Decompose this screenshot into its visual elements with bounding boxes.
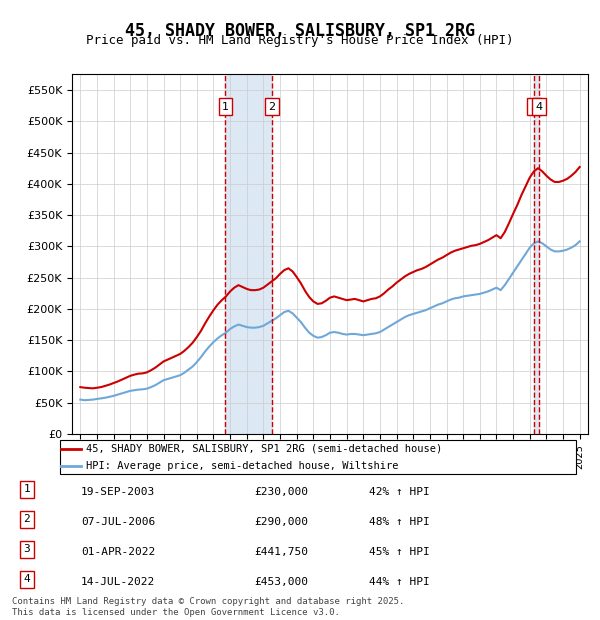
Bar — [534, 74, 539, 434]
Text: 01-APR-2022: 01-APR-2022 — [81, 547, 155, 557]
Text: 1: 1 — [222, 102, 229, 112]
Text: 1: 1 — [23, 484, 30, 494]
Text: 07-JUL-2006: 07-JUL-2006 — [81, 517, 155, 527]
Text: 45, SHADY BOWER, SALISBURY, SP1 2RG: 45, SHADY BOWER, SALISBURY, SP1 2RG — [125, 22, 475, 40]
Text: £290,000: £290,000 — [254, 517, 308, 527]
Text: 19-SEP-2003: 19-SEP-2003 — [81, 487, 155, 497]
Text: 45% ↑ HPI: 45% ↑ HPI — [369, 547, 430, 557]
Text: 4: 4 — [535, 102, 542, 112]
Text: Price paid vs. HM Land Registry's House Price Index (HPI): Price paid vs. HM Land Registry's House … — [86, 34, 514, 47]
Text: HPI: Average price, semi-detached house, Wiltshire: HPI: Average price, semi-detached house,… — [86, 461, 398, 471]
Text: £453,000: £453,000 — [254, 577, 308, 587]
Text: 48% ↑ HPI: 48% ↑ HPI — [369, 517, 430, 527]
FancyBboxPatch shape — [60, 440, 576, 474]
Text: £230,000: £230,000 — [254, 487, 308, 497]
Text: 2: 2 — [269, 102, 275, 112]
Text: 42% ↑ HPI: 42% ↑ HPI — [369, 487, 430, 497]
Text: 2: 2 — [23, 514, 30, 525]
Text: Contains HM Land Registry data © Crown copyright and database right 2025.
This d: Contains HM Land Registry data © Crown c… — [12, 598, 404, 617]
Bar — [226, 74, 272, 434]
Text: 3: 3 — [23, 544, 30, 554]
Text: 45, SHADY BOWER, SALISBURY, SP1 2RG (semi-detached house): 45, SHADY BOWER, SALISBURY, SP1 2RG (sem… — [86, 444, 442, 454]
Text: 44% ↑ HPI: 44% ↑ HPI — [369, 577, 430, 587]
Text: 3: 3 — [530, 102, 538, 112]
Text: 4: 4 — [23, 574, 30, 584]
Text: 14-JUL-2022: 14-JUL-2022 — [81, 577, 155, 587]
Text: £441,750: £441,750 — [254, 547, 308, 557]
